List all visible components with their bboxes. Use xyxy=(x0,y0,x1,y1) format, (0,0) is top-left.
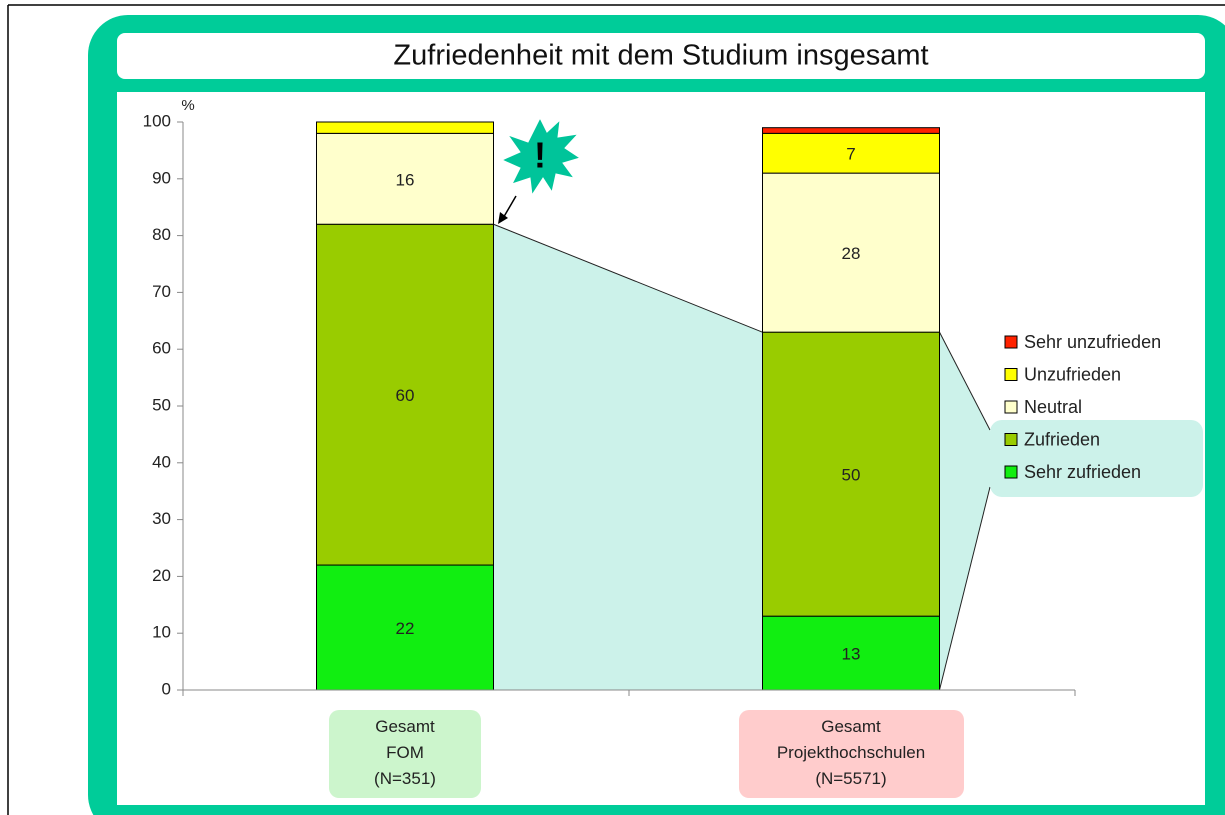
value-label: 50 xyxy=(842,466,861,485)
y-tick-label: 70 xyxy=(152,282,171,301)
bar-segment xyxy=(316,121,494,134)
legend-swatch xyxy=(1004,335,1018,349)
category-label: Gesamt FOM (N=351) xyxy=(329,710,481,798)
legend-label: Neutral xyxy=(1024,397,1082,417)
bar-segment xyxy=(316,223,494,566)
y-tick-label: 30 xyxy=(152,509,171,528)
category-label: Gesamt Projekthochschulen (N=5571) xyxy=(738,710,964,798)
bar-segment xyxy=(316,564,494,691)
y-tick-label: 50 xyxy=(152,395,171,414)
legend-highlight xyxy=(990,420,1203,497)
y-tick-label: 40 xyxy=(152,452,171,471)
value-label: 28 xyxy=(842,244,861,263)
connector-edge xyxy=(939,486,991,691)
y-tick-label: 60 xyxy=(152,339,171,358)
legend-swatch xyxy=(1004,465,1018,479)
y-tick-label: 80 xyxy=(152,225,171,244)
value-label: 60 xyxy=(396,386,415,405)
value-label: 22 xyxy=(396,619,415,638)
bar-segment xyxy=(762,331,940,617)
legend-swatch xyxy=(1004,400,1018,414)
legend-swatch xyxy=(1004,368,1018,381)
annotation: ! xyxy=(534,135,546,176)
y-tick-label: 100 xyxy=(143,111,171,130)
value-label: 7 xyxy=(846,145,855,164)
legend-label: Zufrieden xyxy=(1024,429,1100,449)
value-label: 16 xyxy=(396,170,415,189)
legend-label: Sehr unzufrieden xyxy=(1024,332,1161,352)
connector-edge xyxy=(493,223,763,333)
title-box xyxy=(117,33,1205,79)
burst-icon xyxy=(500,116,582,197)
y-tick-label: 90 xyxy=(152,168,171,187)
legend-label: Unzufrieden xyxy=(1024,364,1121,384)
bar-segment xyxy=(762,615,940,691)
bar-segment xyxy=(316,132,494,225)
arrow-head xyxy=(498,212,508,224)
legend-label: Sehr zufrieden xyxy=(1024,462,1141,482)
y-unit: % xyxy=(181,97,194,114)
chart-title: Zufriedenheit mit dem Studium insgesamt xyxy=(393,40,928,72)
connector xyxy=(493,224,763,691)
connector-edge xyxy=(939,331,991,431)
y-tick-label: 10 xyxy=(152,623,171,642)
y-tick-label: 20 xyxy=(152,566,171,585)
connector xyxy=(939,332,990,690)
y-tick-label: 0 xyxy=(162,679,171,698)
value-label: 13 xyxy=(842,645,861,664)
bar-segment xyxy=(762,172,940,333)
legend-swatch xyxy=(1004,433,1018,446)
bar-segment xyxy=(762,127,940,134)
